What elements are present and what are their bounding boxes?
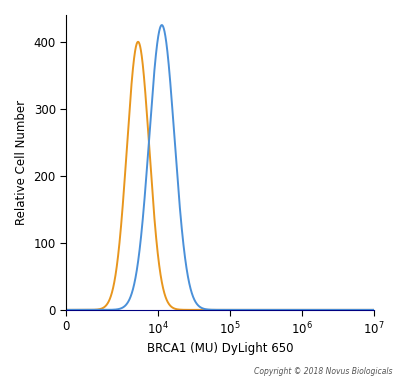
Text: Copyright © 2018 Novus Biologicals: Copyright © 2018 Novus Biologicals — [254, 367, 392, 376]
Y-axis label: Relative Cell Number: Relative Cell Number — [15, 100, 28, 225]
X-axis label: BRCA1 (MU) DyLight 650: BRCA1 (MU) DyLight 650 — [147, 342, 294, 355]
